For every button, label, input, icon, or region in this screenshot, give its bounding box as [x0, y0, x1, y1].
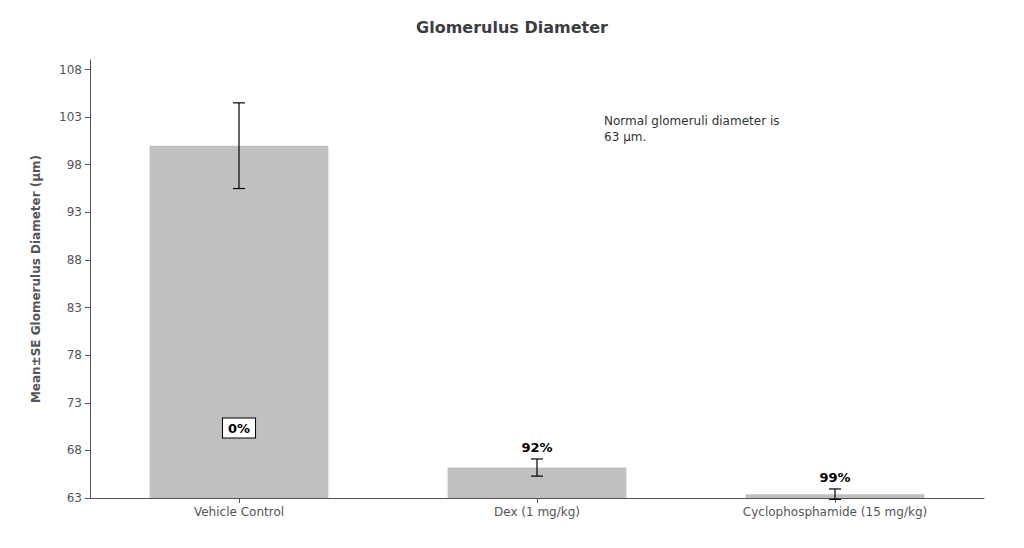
svg-text:83: 83 [67, 301, 82, 315]
svg-text:88: 88 [67, 253, 82, 267]
svg-text:Dex (1 mg/kg): Dex (1 mg/kg) [494, 505, 580, 519]
svg-text:Vehicle Control: Vehicle Control [194, 505, 284, 519]
svg-text:108: 108 [59, 63, 82, 77]
svg-text:92%: 92% [521, 440, 552, 455]
svg-text:63: 63 [67, 491, 82, 505]
svg-text:68: 68 [67, 443, 82, 457]
svg-text:98: 98 [67, 158, 82, 172]
svg-text:99%: 99% [819, 470, 850, 485]
svg-text:63 µm.: 63 µm. [604, 130, 646, 144]
svg-text:93: 93 [67, 205, 82, 219]
svg-text:78: 78 [67, 348, 82, 362]
svg-text:Mean±SE Glomerulus Diameter (µ: Mean±SE Glomerulus Diameter (µm) [29, 155, 43, 403]
svg-text:Glomerulus Diameter: Glomerulus Diameter [416, 18, 608, 37]
svg-text:Normal glomeruli diameter is: Normal glomeruli diameter is [604, 114, 779, 128]
svg-text:103: 103 [59, 110, 82, 124]
svg-text:73: 73 [67, 396, 82, 410]
svg-text:0%: 0% [228, 421, 250, 436]
svg-text:Cyclophosphamide (15 mg/kg): Cyclophosphamide (15 mg/kg) [743, 505, 927, 519]
